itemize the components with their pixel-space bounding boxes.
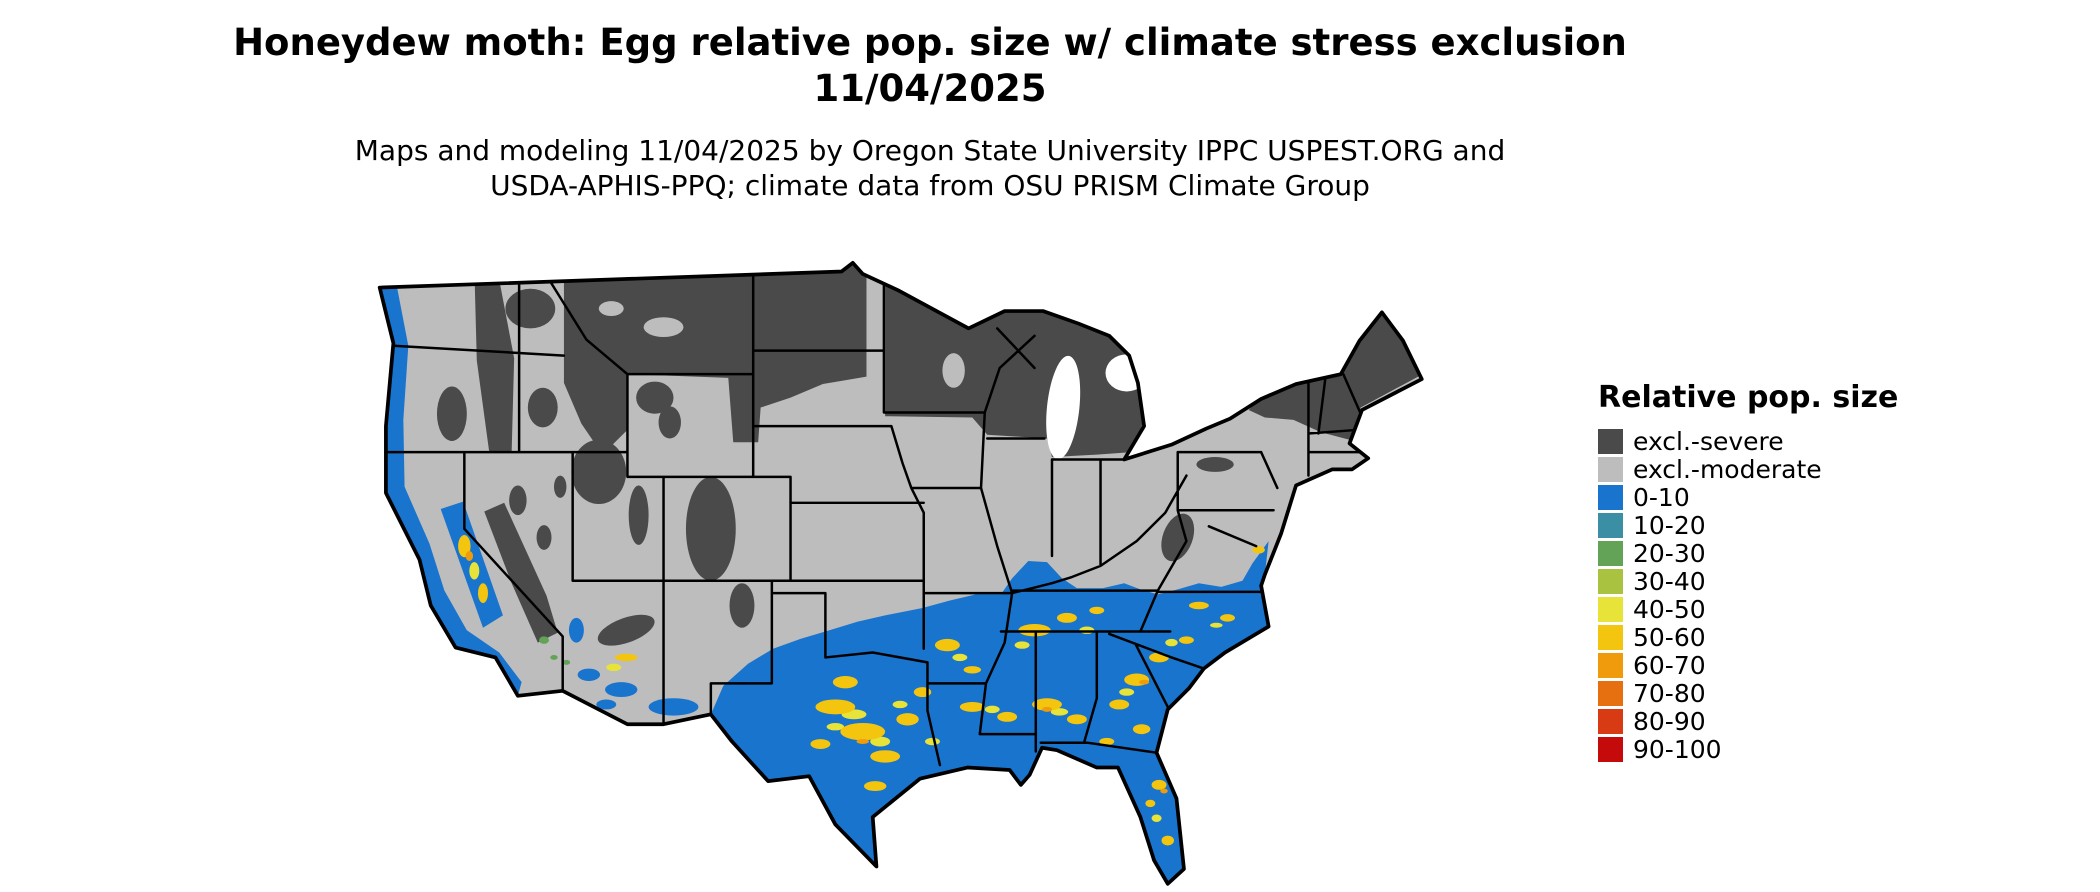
legend-item: 80-90	[1598, 707, 1898, 736]
legend-swatch	[1598, 737, 1623, 762]
legend-item: 0-10	[1598, 483, 1898, 512]
legend-item: 10-20	[1598, 511, 1898, 540]
figure-header: Honeydew moth: Egg relative pop. size w/…	[0, 20, 1860, 203]
legend-swatch	[1598, 541, 1623, 566]
speckles-pop-40-50	[469, 562, 1223, 822]
legend-label: 50-60	[1633, 623, 1706, 652]
legend-swatch	[1598, 625, 1623, 650]
legend-swatch	[1598, 429, 1623, 454]
legend-item: 30-40	[1598, 567, 1898, 596]
legend-item: excl.-severe	[1598, 427, 1898, 456]
legend-swatch	[1598, 709, 1623, 734]
legend-label: 10-20	[1633, 511, 1706, 540]
legend-label: excl.-moderate	[1633, 455, 1822, 484]
legend-label: 70-80	[1633, 679, 1706, 708]
figure-title-date: 11/04/2025	[813, 67, 1047, 111]
state-borders	[384, 270, 1362, 767]
figure-title: Honeydew moth: Egg relative pop. size w/…	[233, 21, 1627, 64]
legend-swatch	[1598, 597, 1623, 622]
legend-item: 60-70	[1598, 651, 1898, 680]
legend-item: 70-80	[1598, 679, 1898, 708]
legend-label: 90-100	[1633, 735, 1722, 764]
legend-label: 20-30	[1633, 539, 1706, 568]
us-map	[377, 260, 1424, 886]
lake-huron	[1105, 354, 1148, 392]
legend-swatch	[1598, 569, 1623, 594]
speckles-pop-20-30	[539, 636, 571, 665]
legend-item: 40-50	[1598, 595, 1898, 624]
legend: Relative pop. size excl.-severe excl.-mo…	[1598, 380, 1898, 765]
legend-label: excl.-severe	[1633, 427, 1784, 456]
legend-swatch	[1598, 485, 1623, 510]
legend-swatch	[1598, 653, 1623, 678]
figure-subtitle: Maps and modeling 11/04/2025 by Oregon S…	[0, 133, 1860, 203]
legend-label: 60-70	[1633, 651, 1706, 680]
legend-item: excl.-moderate	[1598, 455, 1898, 484]
subtitle-line2: USDA-APHIS-PPQ; climate data from OSU PR…	[490, 168, 1370, 202]
subtitle-line1: Maps and modeling 11/04/2025 by Oregon S…	[354, 133, 1506, 167]
legend-title: Relative pop. size	[1598, 380, 1899, 415]
lake-michigan	[1046, 355, 1081, 460]
legend-item: 50-60	[1598, 623, 1898, 652]
texture-excl-moderate	[598, 301, 965, 388]
legend-label: 40-50	[1633, 595, 1706, 624]
legend-label: 0-10	[1633, 483, 1690, 512]
legend-label: 80-90	[1633, 707, 1706, 736]
legend-swatch	[1598, 457, 1623, 482]
legend-item: 90-100	[1598, 735, 1898, 764]
legend-label: 30-40	[1633, 567, 1706, 596]
map-outline	[377, 260, 1424, 886]
speckles-pop-50-60	[458, 534, 1265, 846]
legend-item: 20-30	[1598, 539, 1898, 568]
legend-swatch	[1598, 513, 1623, 538]
legend-swatch	[1598, 681, 1623, 706]
speckles-pop-60-70	[465, 551, 1168, 794]
